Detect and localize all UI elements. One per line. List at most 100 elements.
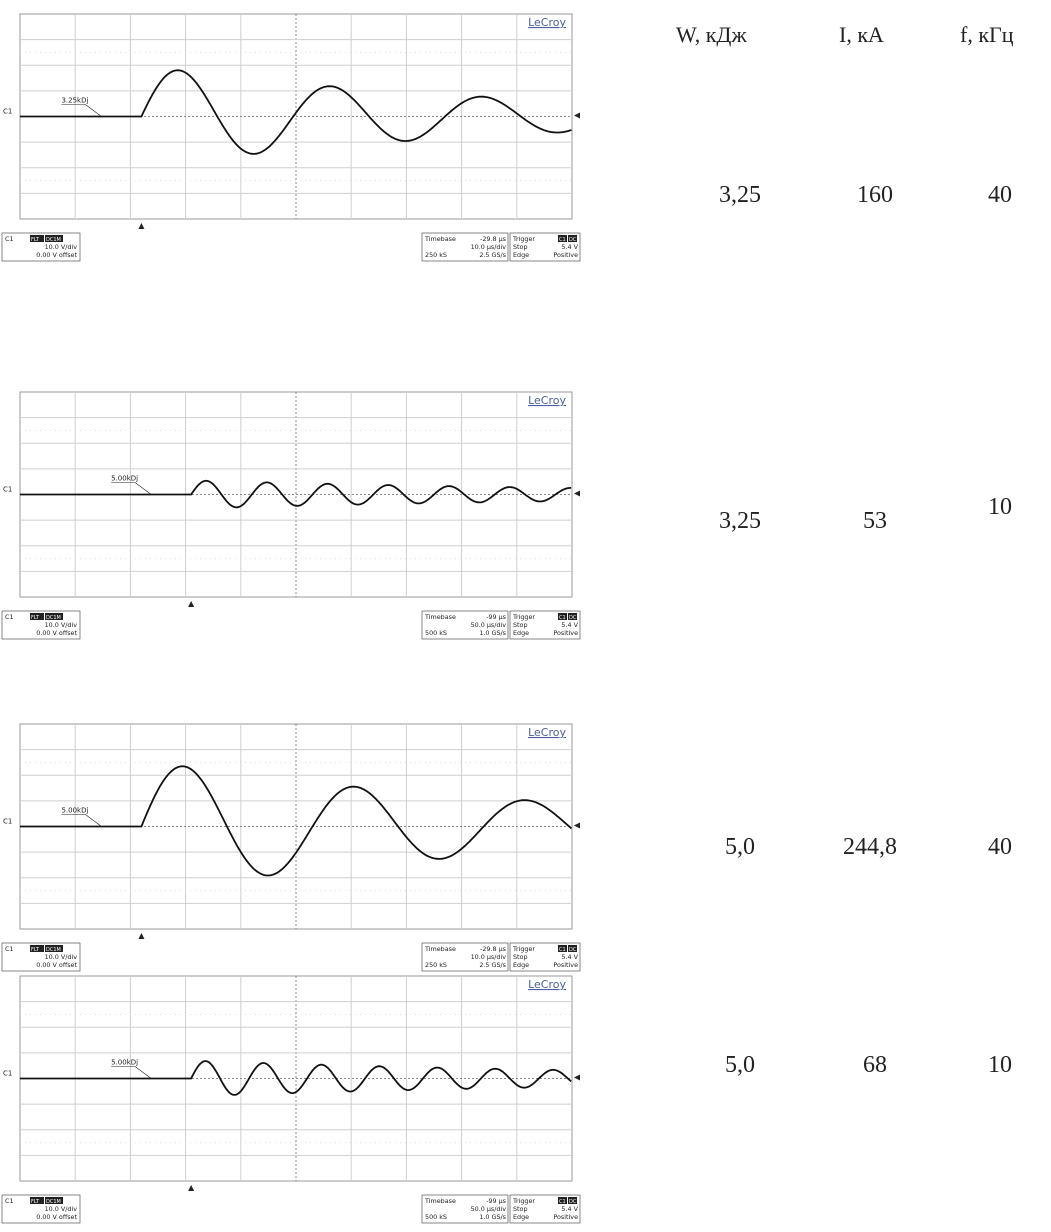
row4-frequency: 10 xyxy=(988,1052,1012,1078)
trigger-slope: Positive xyxy=(553,629,578,637)
timebase-delay: -99 µs xyxy=(486,613,507,621)
timebase-samples: 250 kS xyxy=(425,961,447,969)
trigger-mode: Stop xyxy=(513,243,528,251)
channel-badge-text: FLT xyxy=(31,1199,40,1205)
channel-marker: C1 xyxy=(3,108,12,116)
channel-badge xyxy=(45,235,63,242)
trigger-badge xyxy=(568,235,577,242)
channel-badge xyxy=(30,945,44,952)
trigger-type: Edge xyxy=(513,251,529,259)
trigger-mode: Stop xyxy=(513,621,528,629)
trigger-level: 5.4 V xyxy=(561,621,578,629)
trigger-position-marker xyxy=(138,223,145,229)
row3-current: 244,8 xyxy=(843,834,897,860)
channel-badge xyxy=(30,613,44,620)
channel-offset: 0.00 V offset xyxy=(36,961,77,969)
trace-label-leader xyxy=(85,104,102,117)
timebase-delay: -29.8 µs xyxy=(480,945,507,953)
timebase-rate: 1.0 GS/s xyxy=(479,629,506,637)
row4-energy: 5,0 xyxy=(725,1052,755,1078)
channel-marker: C1 xyxy=(3,486,12,494)
trigger-badge xyxy=(568,613,577,620)
trigger-badge xyxy=(568,1197,577,1204)
timebase-label: Timebase xyxy=(424,1197,456,1205)
waveform-trace xyxy=(20,479,572,509)
timebase-tdiv: 50.0 µs/div xyxy=(471,621,507,629)
timebase-label: Timebase xyxy=(424,945,456,953)
trigger-label: Trigger xyxy=(512,1197,535,1205)
channel-box-name: C1 xyxy=(5,235,14,243)
timebase-samples: 500 kS xyxy=(425,1213,447,1221)
trigger-type: Edge xyxy=(513,1213,529,1221)
timebase-rate: 2.5 GS/s xyxy=(479,961,506,969)
channel-badge-text: DC1M xyxy=(46,1199,61,1205)
channel-offset: 0.00 V offset xyxy=(36,629,77,637)
trace-label: 3.25kDj xyxy=(61,97,88,105)
channel-box-name: C1 xyxy=(5,1197,14,1205)
waveform-trace xyxy=(20,765,573,877)
channel-badge xyxy=(45,945,63,952)
trigger-badge-text: C1 xyxy=(559,947,566,953)
trigger-badge xyxy=(558,613,567,620)
header-current: I, кА xyxy=(839,22,884,47)
channel-box-name: C1 xyxy=(5,613,14,621)
row1-current: 160 xyxy=(857,182,893,208)
trigger-level: 5.4 V xyxy=(561,1205,578,1213)
trigger-label: Trigger xyxy=(512,613,535,621)
brand-logo: LeCroy xyxy=(528,16,566,29)
row2-energy: 3,25 xyxy=(719,508,761,534)
channel-vdiv: 10.0 V/div xyxy=(45,243,78,251)
trigger-mode: Stop xyxy=(513,1205,528,1213)
timebase-box xyxy=(421,232,509,262)
channel-badge-text: DC1M xyxy=(46,947,61,953)
row1-energy: 3,25 xyxy=(719,182,761,208)
trigger-position-marker xyxy=(188,601,195,607)
trigger-badge xyxy=(568,945,577,952)
trigger-badge xyxy=(558,945,567,952)
trigger-badge-text: DC xyxy=(569,615,577,621)
trigger-badge xyxy=(558,1197,567,1204)
channel-badge xyxy=(30,1197,44,1204)
trace-label: 5.00kDj xyxy=(111,475,138,483)
trace-label-leader xyxy=(85,814,102,827)
trigger-badge-text: DC xyxy=(569,947,577,953)
row2-current: 53 xyxy=(863,508,887,534)
channel-badge xyxy=(30,235,44,242)
trigger-position-marker xyxy=(138,933,145,939)
trigger-level: 5.4 V xyxy=(561,953,578,961)
channel-badge-text: DC1M xyxy=(46,237,61,243)
waveform-trace xyxy=(20,69,572,155)
timebase-label: Timebase xyxy=(424,235,456,243)
trace-label-leader xyxy=(134,1066,152,1079)
right-level-arrow xyxy=(574,822,580,829)
brand-logo: LeCroy xyxy=(528,394,566,407)
channel-badge-text: DC1M xyxy=(46,615,61,621)
row4-current: 68 xyxy=(863,1052,887,1078)
timebase-samples: 500 kS xyxy=(425,629,447,637)
timebase-label: Timebase xyxy=(424,613,456,621)
oscilloscope-panel-3: LeCroy C1 5.00kDj C1 FLT DC1M 10.0 V/div 0.00 V… xyxy=(0,718,600,980)
trigger-badge-text: DC xyxy=(569,1199,577,1205)
channel-badge xyxy=(45,613,63,620)
waveform-trace xyxy=(20,1060,572,1096)
trace-label: 5.00kDj xyxy=(61,807,88,815)
channel-badge-text: FLT xyxy=(31,615,40,621)
timebase-tdiv: 10.0 µs/div xyxy=(471,243,507,251)
right-level-arrow xyxy=(574,112,580,119)
trace-label-leader xyxy=(134,482,152,495)
channel-box-name: C1 xyxy=(5,945,14,953)
timebase-box xyxy=(421,610,509,640)
channel-vdiv: 10.0 V/div xyxy=(45,1205,78,1213)
trigger-label: Trigger xyxy=(512,235,535,243)
timebase-delay: -99 µs xyxy=(486,1197,507,1205)
trigger-position-marker xyxy=(188,1185,195,1191)
row1-frequency: 40 xyxy=(988,182,1012,208)
channel-vdiv: 10.0 V/div xyxy=(45,953,78,961)
right-level-arrow xyxy=(574,1074,580,1081)
trigger-slope: Positive xyxy=(553,251,578,259)
channel-badge xyxy=(45,1197,63,1204)
